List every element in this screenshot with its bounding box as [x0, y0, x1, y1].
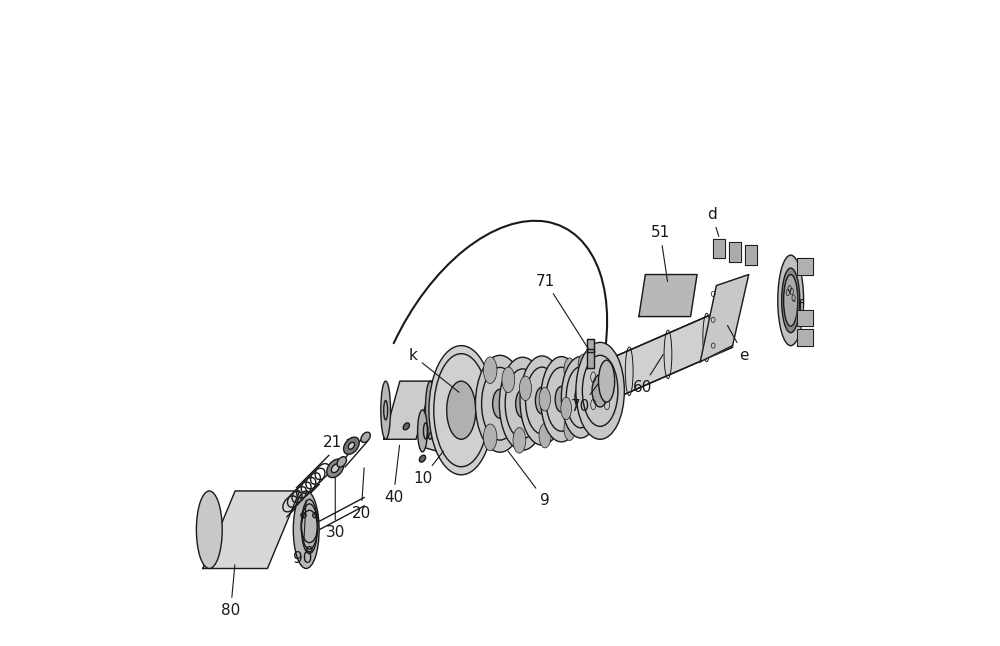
Polygon shape — [797, 310, 813, 326]
Ellipse shape — [429, 346, 494, 475]
Ellipse shape — [419, 455, 426, 462]
Text: 70: 70 — [571, 383, 598, 415]
Ellipse shape — [447, 381, 476, 439]
Ellipse shape — [578, 354, 589, 377]
Polygon shape — [797, 329, 813, 346]
Ellipse shape — [599, 360, 615, 402]
Text: e: e — [727, 326, 749, 363]
Text: k: k — [408, 348, 459, 392]
Polygon shape — [639, 275, 697, 317]
Ellipse shape — [493, 389, 507, 419]
Ellipse shape — [778, 255, 804, 346]
Ellipse shape — [587, 407, 598, 430]
Text: 10: 10 — [413, 451, 443, 486]
Ellipse shape — [561, 397, 572, 420]
Text: f: f — [794, 299, 803, 315]
Text: 51: 51 — [651, 225, 670, 282]
Ellipse shape — [561, 357, 600, 438]
Ellipse shape — [534, 378, 546, 404]
Polygon shape — [745, 245, 757, 265]
Text: 90: 90 — [293, 500, 313, 567]
Ellipse shape — [425, 381, 435, 439]
Ellipse shape — [327, 459, 344, 477]
Polygon shape — [700, 275, 749, 362]
Ellipse shape — [196, 491, 222, 568]
Polygon shape — [587, 349, 594, 368]
Ellipse shape — [513, 390, 526, 417]
Ellipse shape — [576, 342, 624, 439]
Text: 80: 80 — [221, 565, 240, 618]
Text: 9: 9 — [508, 451, 550, 508]
Ellipse shape — [535, 387, 549, 414]
Ellipse shape — [475, 355, 525, 452]
Ellipse shape — [483, 424, 497, 451]
Ellipse shape — [403, 423, 409, 430]
Text: 20: 20 — [351, 468, 371, 521]
Ellipse shape — [361, 432, 370, 443]
Text: 60: 60 — [632, 355, 663, 395]
Text: d: d — [707, 207, 719, 236]
Text: 21: 21 — [322, 435, 348, 450]
Ellipse shape — [418, 410, 427, 452]
Ellipse shape — [516, 390, 530, 418]
Polygon shape — [797, 258, 813, 275]
Polygon shape — [607, 306, 733, 402]
Ellipse shape — [541, 357, 582, 442]
Ellipse shape — [483, 357, 497, 384]
Polygon shape — [587, 339, 594, 352]
Ellipse shape — [784, 275, 798, 326]
Ellipse shape — [381, 381, 391, 439]
Ellipse shape — [513, 428, 526, 453]
Text: 71: 71 — [536, 273, 589, 349]
Ellipse shape — [539, 388, 551, 411]
Polygon shape — [384, 381, 432, 439]
Ellipse shape — [564, 417, 575, 441]
Ellipse shape — [348, 443, 355, 449]
Polygon shape — [729, 242, 741, 262]
Polygon shape — [713, 239, 725, 258]
Text: 40: 40 — [384, 445, 403, 505]
Ellipse shape — [549, 366, 561, 390]
Ellipse shape — [519, 376, 532, 401]
Ellipse shape — [293, 491, 319, 568]
Polygon shape — [203, 491, 300, 568]
Ellipse shape — [575, 385, 587, 410]
Polygon shape — [422, 424, 464, 455]
Ellipse shape — [592, 375, 608, 407]
Ellipse shape — [564, 358, 575, 381]
Ellipse shape — [520, 356, 564, 445]
Ellipse shape — [782, 268, 800, 333]
Text: 30: 30 — [326, 477, 345, 541]
Ellipse shape — [502, 367, 515, 393]
Ellipse shape — [344, 437, 359, 454]
Ellipse shape — [555, 386, 568, 412]
Ellipse shape — [331, 464, 339, 473]
Ellipse shape — [539, 423, 551, 448]
Ellipse shape — [337, 457, 346, 467]
Ellipse shape — [499, 357, 546, 450]
